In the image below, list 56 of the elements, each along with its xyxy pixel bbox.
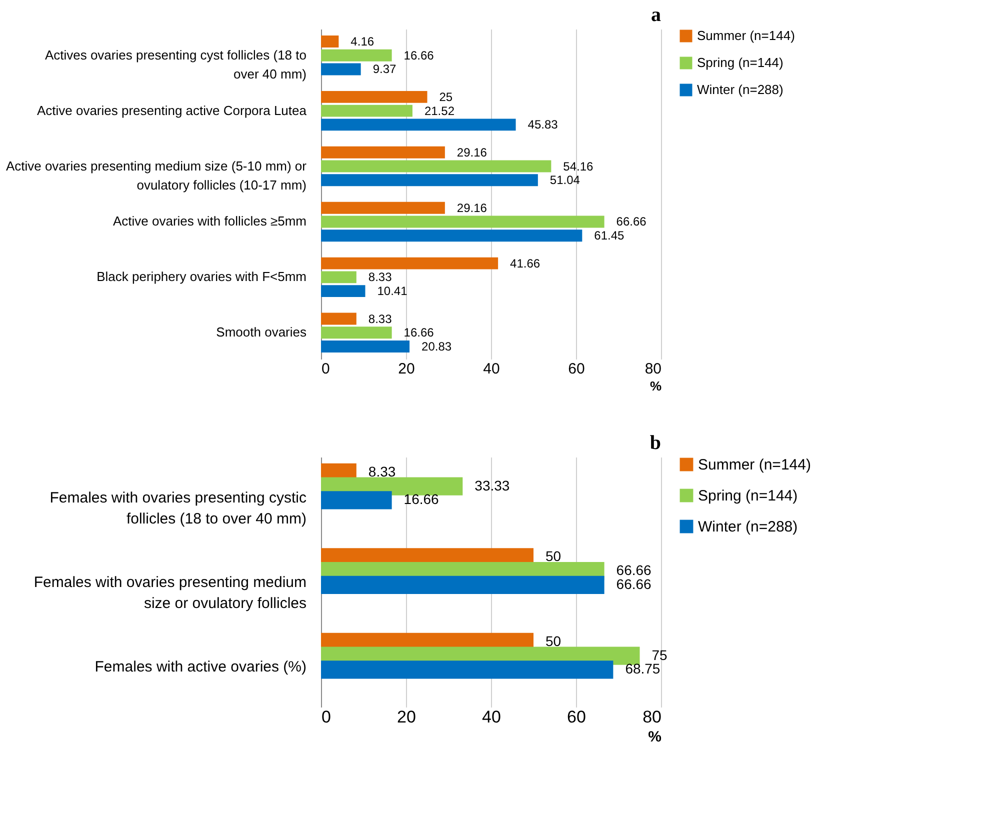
x-tick-label: 0 bbox=[322, 708, 331, 726]
y-tick-label: Active ovaries presenting active Corpora Lutea bbox=[36, 102, 308, 118]
legend-label: Winter (n=288) bbox=[697, 82, 784, 97]
x-tick-label: 20 bbox=[398, 360, 415, 378]
data-label: 66.66 bbox=[616, 562, 652, 578]
y-tick-label: Smooth ovaries bbox=[216, 324, 307, 340]
chart-title: a bbox=[651, 4, 661, 26]
data-label: 45.83 bbox=[528, 118, 558, 132]
data-label: 41.66 bbox=[510, 256, 540, 270]
data-label: 51.04 bbox=[550, 173, 580, 188]
x-tick-label: 40 bbox=[482, 708, 501, 726]
data-label: 29.16 bbox=[456, 145, 488, 160]
data-label: 8.33 bbox=[368, 312, 392, 326]
data-label: 9.37 bbox=[372, 62, 397, 76]
x-tick-label: 40 bbox=[483, 360, 500, 378]
data-label: 25 bbox=[439, 90, 453, 104]
data-label: 20.83 bbox=[422, 340, 452, 354]
x-tick-label: 80 bbox=[642, 708, 662, 726]
x-tick-label: 80 bbox=[644, 360, 662, 378]
x-axis-title: % bbox=[648, 728, 662, 746]
y-tick-label: Females with active ovaries (%) bbox=[94, 658, 306, 676]
data-label: 29.16 bbox=[456, 200, 488, 215]
data-label: 16.66 bbox=[404, 491, 440, 508]
data-label: 54.16 bbox=[563, 159, 594, 174]
data-label: 21.52 bbox=[424, 104, 455, 118]
data-label: 61.45 bbox=[594, 228, 625, 243]
legend-label: Spring (n=144) bbox=[698, 488, 798, 504]
x-tick-label: 20 bbox=[397, 708, 416, 726]
data-label: 8.33 bbox=[368, 270, 392, 284]
data-label: 10.41 bbox=[377, 284, 408, 298]
legend-label: Spring (n=144) bbox=[697, 55, 784, 70]
legend-label: Winter (n=288) bbox=[698, 518, 798, 536]
data-label: 68.75 bbox=[625, 660, 660, 677]
data-label: 8.33 bbox=[368, 463, 396, 480]
legend-label: Summer (n=144) bbox=[697, 28, 795, 43]
data-label: 16.66 bbox=[404, 48, 434, 62]
y-tick-label: Active ovaries with follicles ≥5mm bbox=[112, 214, 306, 229]
y-tick-label: Females with ovaries presenting medium size or ovulatory follicles bbox=[34, 574, 306, 612]
y-tick-label: Females with ovaries presenting cystic follicles (18 to over 40 mm) bbox=[50, 489, 307, 528]
y-tick-label: Actives ovaries presenting cyst follicles (18 to over 40 mm) bbox=[44, 47, 306, 82]
data-label: 50 bbox=[546, 632, 562, 649]
chart-title: b bbox=[650, 432, 661, 454]
data-label: 4.16 bbox=[350, 34, 374, 48]
data-label: 33.33 bbox=[474, 477, 510, 494]
data-label: 75 bbox=[652, 646, 668, 663]
x-axis-title: % bbox=[650, 378, 662, 394]
data-label: 66.66 bbox=[616, 576, 652, 592]
data-label: 16.66 bbox=[404, 326, 434, 340]
x-tick-label: 0 bbox=[322, 360, 330, 378]
x-tick-label: 60 bbox=[567, 708, 586, 726]
y-tick-label: Active ovaries presenting medium size (5-10 mm) or ovulatory follicles (10-17 mm) bbox=[6, 158, 308, 192]
y-tick-label: Black periphery ovaries with F<5mm bbox=[96, 269, 306, 284]
x-tick-label: 60 bbox=[568, 360, 585, 378]
data-label: 50 bbox=[546, 548, 562, 564]
legend-label: Summer (n=144) bbox=[698, 456, 811, 474]
data-label: 66.66 bbox=[616, 214, 647, 229]
